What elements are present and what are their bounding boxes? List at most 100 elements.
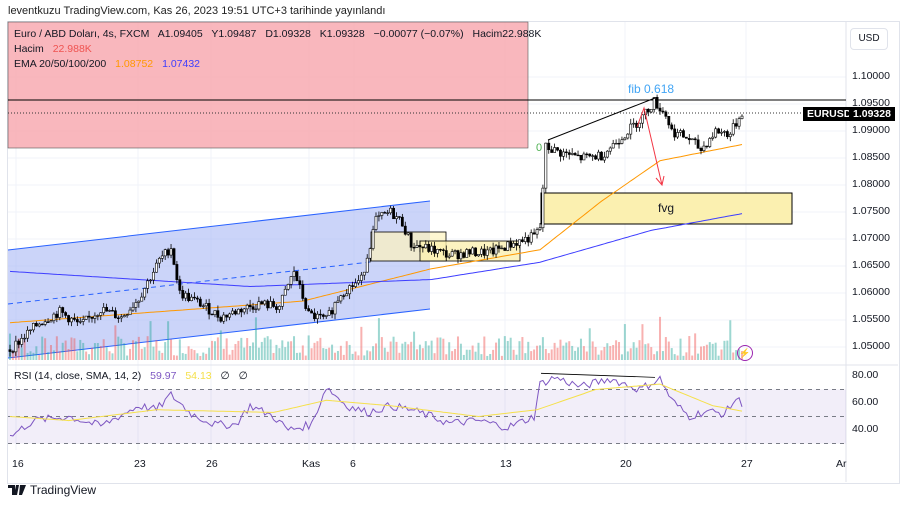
volume-bar	[606, 343, 609, 360]
candle-body	[222, 314, 226, 322]
candle-body	[134, 302, 138, 308]
volume-bar	[246, 338, 249, 360]
candle-body	[184, 292, 188, 299]
rsi-line	[9, 375, 743, 437]
candle-body	[556, 147, 559, 151]
volume-bar	[679, 338, 682, 360]
volume-bar	[334, 352, 337, 360]
candle-body	[474, 247, 477, 257]
candle-body	[403, 225, 407, 235]
volume-bar	[38, 354, 41, 360]
candle-body	[506, 241, 510, 251]
symbol-title[interactable]: Euro / ABD Doları, 4s, FXCM	[14, 28, 150, 40]
candle-body	[99, 312, 103, 316]
candle-body	[579, 155, 583, 161]
price-tick: 1.08000	[852, 178, 890, 190]
candle-body	[421, 246, 425, 249]
volume-bar	[694, 333, 697, 360]
price-legend: Euro / ABD Doları, 4s, FXCM A1.09405 Y1.…	[14, 28, 547, 40]
volume-bar	[486, 355, 489, 360]
candle-body	[620, 139, 624, 144]
volume-bar	[650, 347, 653, 360]
candle-body	[96, 315, 100, 317]
candle-body	[181, 290, 185, 299]
volume-bar	[597, 354, 600, 360]
volume-bar	[436, 337, 439, 360]
volume-bar	[243, 347, 246, 360]
volume-bar	[202, 352, 205, 360]
candle-body	[198, 298, 202, 307]
volume-bar	[73, 338, 76, 360]
fib-label: fib 0.618	[628, 82, 675, 96]
candle-body	[699, 148, 703, 151]
volume-bar	[600, 350, 603, 360]
candle-body	[342, 295, 346, 297]
volume-bar	[489, 354, 492, 360]
candle-body	[652, 96, 656, 110]
volume-bar	[577, 347, 580, 360]
ema50-line	[9, 144, 743, 324]
candle-body	[298, 280, 302, 285]
candle-body	[93, 315, 97, 319]
candle-body	[228, 313, 232, 318]
candle-body	[201, 305, 205, 307]
volume-bar	[357, 355, 360, 360]
volume-label[interactable]: Hacim	[14, 43, 44, 55]
candle-body	[236, 308, 240, 315]
candle-body	[333, 302, 337, 315]
volume-bar	[287, 341, 290, 360]
candle-body	[427, 243, 431, 252]
ema200-line	[9, 213, 743, 288]
candle-body	[43, 321, 47, 325]
tradingview-logo[interactable]: TradingView	[8, 483, 96, 497]
volume-bar	[404, 341, 407, 360]
candle-body	[673, 128, 677, 138]
volume-bar	[521, 337, 524, 360]
candle-body	[509, 241, 513, 248]
volume-bar	[533, 349, 536, 360]
candle-body	[477, 254, 480, 257]
volume-bar	[184, 353, 187, 360]
volume-bar	[413, 331, 416, 360]
volume-bar	[398, 352, 401, 360]
candle-body	[128, 309, 132, 316]
volume-bar	[67, 348, 70, 360]
rsi-extra-1: ∅	[220, 370, 230, 382]
candle-body	[260, 301, 264, 305]
candle-body	[459, 252, 463, 260]
candle-body	[594, 155, 598, 160]
volume-bar	[559, 339, 562, 360]
candle-body	[723, 131, 726, 133]
volume-bar	[88, 354, 91, 360]
candle-body	[465, 249, 469, 258]
candle-body	[725, 131, 729, 138]
volume-bar	[410, 341, 413, 360]
ema-label[interactable]: EMA 20/50/100/200	[14, 58, 107, 70]
volume-bar	[249, 346, 252, 360]
volume-bar	[635, 347, 638, 360]
candle-body	[409, 232, 413, 248]
volume-bar	[418, 344, 421, 360]
volume-bar	[328, 347, 331, 360]
candle-body	[547, 142, 551, 151]
price-tick: 1.10000	[852, 70, 890, 82]
candle-body	[318, 313, 322, 316]
volume-bar	[661, 351, 664, 360]
time-tick: 26	[206, 458, 218, 470]
currency-button[interactable]: USD	[850, 28, 888, 50]
candle-body	[696, 139, 700, 149]
volume-bar	[673, 354, 676, 360]
volume-bar	[644, 344, 647, 360]
rsi-label[interactable]: RSI (14, close, SMA, 14, 2)	[14, 370, 142, 382]
volume-bar	[111, 353, 114, 360]
rsi-extra-2: ∅	[238, 370, 248, 382]
candle-body	[392, 207, 395, 220]
lightning-icon[interactable]: ⚡	[737, 345, 753, 361]
volume-bar	[638, 340, 641, 360]
candle-body	[412, 246, 416, 249]
candle-body	[257, 301, 261, 310]
candle-body	[679, 130, 682, 133]
volume-bar	[70, 337, 73, 360]
volume-bar	[240, 337, 243, 360]
